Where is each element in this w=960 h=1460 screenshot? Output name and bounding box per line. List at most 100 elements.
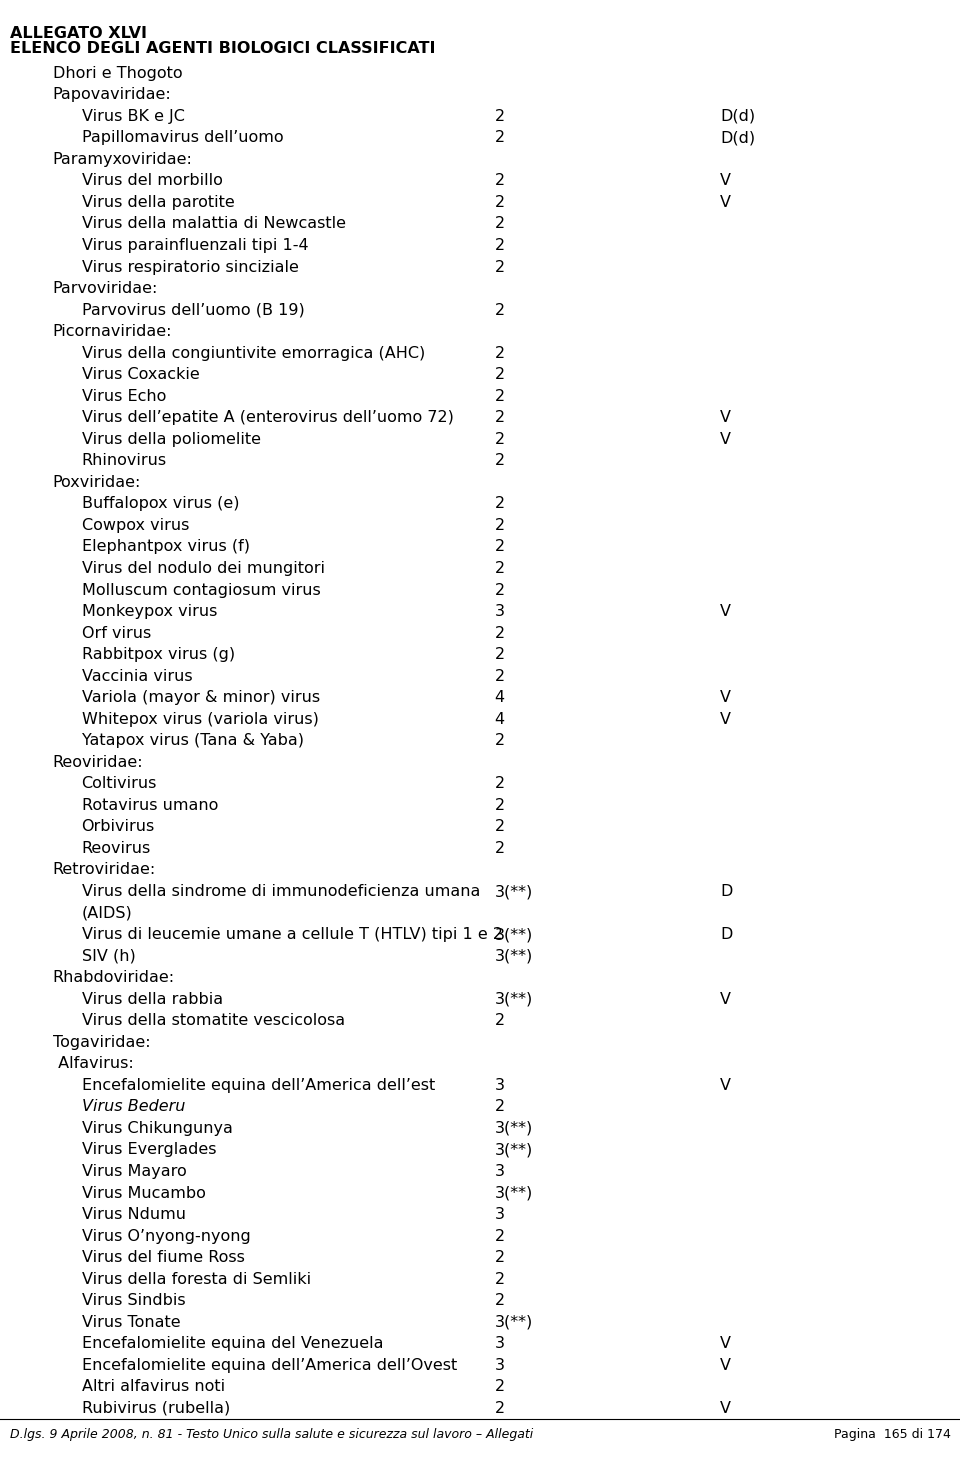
Text: 2: 2	[494, 196, 505, 210]
Text: 3(**): 3(**)	[494, 991, 533, 1007]
Text: Monkeypox virus: Monkeypox virus	[82, 604, 217, 619]
Text: 3: 3	[494, 1358, 504, 1372]
Text: 2: 2	[494, 1250, 505, 1266]
Text: 2: 2	[494, 799, 505, 813]
Text: 4: 4	[494, 691, 505, 705]
Text: Virus della parotite: Virus della parotite	[82, 196, 234, 210]
Text: 2: 2	[494, 454, 505, 469]
Text: Virus del morbillo: Virus del morbillo	[82, 174, 223, 188]
Text: V: V	[720, 1336, 731, 1352]
Text: 2: 2	[494, 540, 505, 555]
Text: 2: 2	[494, 1380, 505, 1394]
Text: 3: 3	[494, 1077, 504, 1094]
Text: 3(**): 3(**)	[494, 1186, 533, 1200]
Text: ALLEGATO XLVI: ALLEGATO XLVI	[10, 26, 147, 41]
Text: Pagina  165 di 174: Pagina 165 di 174	[833, 1428, 950, 1441]
Text: Virus della rabbia: Virus della rabbia	[82, 991, 223, 1007]
Text: V: V	[720, 1358, 731, 1372]
Text: Togaviridae:: Togaviridae:	[53, 1035, 151, 1050]
Text: 2: 2	[494, 518, 505, 533]
Text: (AIDS): (AIDS)	[82, 905, 132, 921]
Text: V: V	[720, 1077, 731, 1094]
Text: 2: 2	[494, 260, 505, 274]
Text: Rabbitpox virus (g): Rabbitpox virus (g)	[82, 647, 235, 663]
Text: Virus parainfluenzali tipi 1-4: Virus parainfluenzali tipi 1-4	[82, 238, 308, 253]
Text: 2: 2	[494, 432, 505, 447]
Text: Virus della congiuntivite emorragica (AHC): Virus della congiuntivite emorragica (AH…	[82, 346, 425, 361]
Text: 2: 2	[494, 819, 505, 835]
Text: Virus della foresta di Semliki: Virus della foresta di Semliki	[82, 1272, 311, 1286]
Text: Dhori e Thogoto: Dhori e Thogoto	[53, 66, 182, 80]
Text: V: V	[720, 604, 731, 619]
Text: Virus Sindbis: Virus Sindbis	[82, 1294, 185, 1308]
Text: D.lgs. 9 Aprile 2008, n. 81 - Testo Unico sulla salute e sicurezza sul lavoro – : D.lgs. 9 Aprile 2008, n. 81 - Testo Unic…	[10, 1428, 533, 1441]
Text: V: V	[720, 410, 731, 425]
Text: Parvovirus dell’uomo (B 19): Parvovirus dell’uomo (B 19)	[82, 302, 304, 318]
Text: 2: 2	[494, 410, 505, 425]
Text: Rhabdoviridae:: Rhabdoviridae:	[53, 971, 175, 986]
Text: Virus della sindrome di immunodeficienza umana: Virus della sindrome di immunodeficienza…	[82, 885, 480, 899]
Text: 3(**): 3(**)	[494, 927, 533, 942]
Text: 2: 2	[494, 561, 505, 577]
Text: 2: 2	[494, 130, 505, 146]
Text: Rhinovirus: Rhinovirus	[82, 454, 167, 469]
Text: 3(**): 3(**)	[494, 1143, 533, 1158]
Text: Alfavirus:: Alfavirus:	[53, 1057, 133, 1072]
Text: 2: 2	[494, 777, 505, 791]
Text: 3(**): 3(**)	[494, 1121, 533, 1136]
Text: Whitepox virus (variola virus): Whitepox virus (variola virus)	[82, 712, 319, 727]
Text: D: D	[720, 885, 732, 899]
Text: Reoviridae:: Reoviridae:	[53, 755, 143, 769]
Text: 2: 2	[494, 1229, 505, 1244]
Text: 2: 2	[494, 388, 505, 404]
Text: Virus del fiume Ross: Virus del fiume Ross	[82, 1250, 245, 1266]
Text: 2: 2	[494, 1099, 505, 1114]
Text: Virus Chikungunya: Virus Chikungunya	[82, 1121, 232, 1136]
Text: 2: 2	[494, 302, 505, 318]
Text: 2: 2	[494, 647, 505, 663]
Text: 2: 2	[494, 174, 505, 188]
Text: D: D	[720, 927, 732, 942]
Text: Molluscum contagiosum virus: Molluscum contagiosum virus	[82, 583, 321, 597]
Text: Virus di leucemie umane a cellule T (HTLV) tipi 1 e 2: Virus di leucemie umane a cellule T (HTL…	[82, 927, 503, 942]
Text: Rotavirus umano: Rotavirus umano	[82, 799, 218, 813]
Text: Reovirus: Reovirus	[82, 841, 151, 856]
Text: Virus BK e JC: Virus BK e JC	[82, 110, 184, 124]
Text: Virus Coxackie: Virus Coxackie	[82, 368, 200, 383]
Text: V: V	[720, 432, 731, 447]
Text: 2: 2	[494, 841, 505, 856]
Text: 2: 2	[494, 110, 505, 124]
Text: 2: 2	[494, 1013, 505, 1028]
Text: 2: 2	[494, 626, 505, 641]
Text: Encefalomielite equina dell’America dell’Ovest: Encefalomielite equina dell’America dell…	[82, 1358, 457, 1372]
Text: D(d): D(d)	[720, 110, 756, 124]
Text: Parvoviridae:: Parvoviridae:	[53, 282, 158, 296]
Text: Virus Ndumu: Virus Ndumu	[82, 1207, 185, 1222]
Text: SIV (h): SIV (h)	[82, 949, 135, 964]
Text: 3(**): 3(**)	[494, 885, 533, 899]
Text: Yatapox virus (Tana & Yaba): Yatapox virus (Tana & Yaba)	[82, 733, 303, 749]
Text: V: V	[720, 991, 731, 1007]
Text: 2: 2	[494, 1294, 505, 1308]
Text: 2: 2	[494, 733, 505, 749]
Text: V: V	[720, 174, 731, 188]
Text: 4: 4	[494, 712, 505, 727]
Text: 2: 2	[494, 346, 505, 361]
Text: 2: 2	[494, 1272, 505, 1286]
Text: 3(**): 3(**)	[494, 949, 533, 964]
Text: Papovaviridae:: Papovaviridae:	[53, 88, 172, 102]
Text: Orbivirus: Orbivirus	[82, 819, 155, 835]
Text: Encefalomielite equina del Venezuela: Encefalomielite equina del Venezuela	[82, 1336, 383, 1352]
Text: Virus Bederu: Virus Bederu	[82, 1099, 185, 1114]
Text: 2: 2	[494, 496, 505, 511]
Text: Encefalomielite equina dell’America dell’est: Encefalomielite equina dell’America dell…	[82, 1077, 435, 1094]
Text: Buffalopox virus (e): Buffalopox virus (e)	[82, 496, 239, 511]
Text: 2: 2	[494, 216, 505, 232]
Text: Virus Tonate: Virus Tonate	[82, 1315, 180, 1330]
Text: Virus O’nyong-nyong: Virus O’nyong-nyong	[82, 1229, 251, 1244]
Text: Virus della malattia di Newcastle: Virus della malattia di Newcastle	[82, 216, 346, 232]
Text: 2: 2	[494, 238, 505, 253]
Text: Virus Everglades: Virus Everglades	[82, 1143, 216, 1158]
Text: Altri alfavirus noti: Altri alfavirus noti	[82, 1380, 225, 1394]
Text: Virus Mucambo: Virus Mucambo	[82, 1186, 205, 1200]
